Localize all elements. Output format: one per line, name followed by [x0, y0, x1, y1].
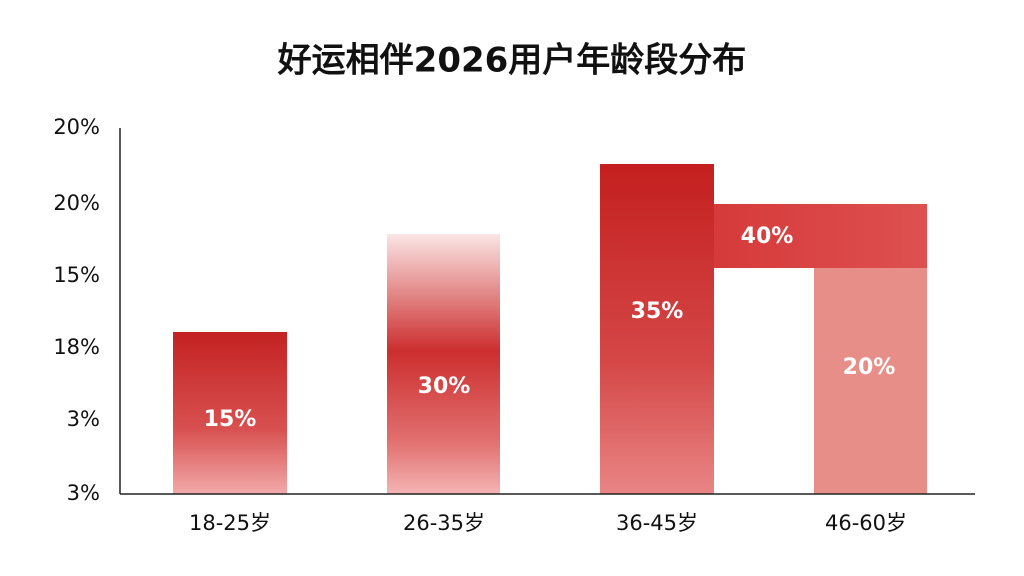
x-tick-label: 36-45岁 [616, 511, 698, 535]
y-tick-label: 3% [67, 481, 100, 505]
y-tick-label: 15% [53, 263, 100, 287]
bar-label: 20% [843, 355, 896, 380]
x-tick-label: 26-35岁 [403, 511, 485, 535]
bar [714, 204, 927, 268]
bar-label: 35% [631, 299, 684, 324]
chart-title: 好运相伴2026用户年龄段分布 [277, 41, 747, 81]
bar [387, 234, 500, 494]
bar [814, 268, 927, 494]
y-tick-label: 3% [67, 407, 100, 431]
x-axis-labels: 18-25岁 26-35岁 36-45岁 46-60岁 [189, 511, 907, 535]
x-tick-label: 46-60岁 [825, 511, 907, 535]
bar [173, 332, 287, 494]
y-tick-label: 18% [53, 335, 100, 359]
bar-label: 30% [418, 374, 471, 399]
y-tick-label: 20% [53, 115, 100, 139]
bar-label: 15% [204, 407, 257, 432]
y-axis-labels: 20% 20% 15% 18% 3% 3% [53, 115, 100, 505]
y-tick-label: 20% [53, 191, 100, 215]
x-tick-label: 18-25岁 [189, 511, 271, 535]
bar [600, 164, 714, 494]
bar-label: 40% [741, 224, 794, 249]
